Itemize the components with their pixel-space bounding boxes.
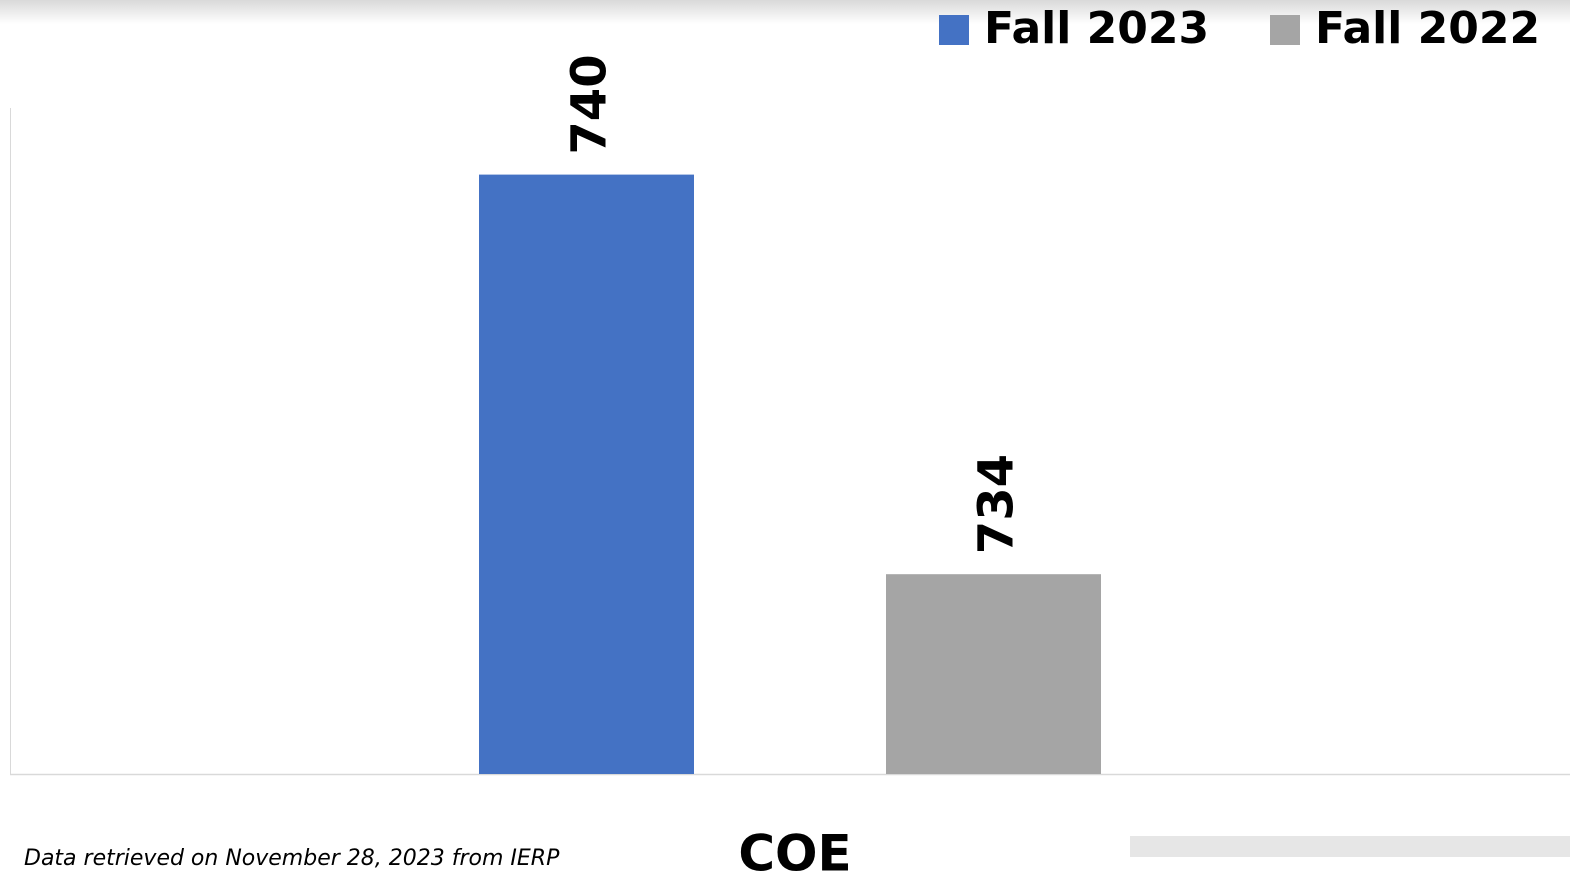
x-tick-label: COE bbox=[738, 825, 851, 881]
data-label: 740 bbox=[562, 54, 618, 154]
legend-swatch bbox=[939, 15, 969, 45]
bar bbox=[479, 174, 694, 775]
legend-label: Fall 2022 bbox=[1315, 3, 1540, 54]
legend-swatch bbox=[1270, 15, 1300, 45]
footnote: Data retrieved on November 28, 2023 from… bbox=[24, 846, 560, 871]
bar bbox=[886, 574, 1101, 774]
data-label: 734 bbox=[969, 454, 1025, 554]
footer-bar bbox=[1130, 836, 1570, 857]
legend-label: Fall 2023 bbox=[984, 3, 1209, 54]
top-shade bbox=[0, 0, 1570, 24]
